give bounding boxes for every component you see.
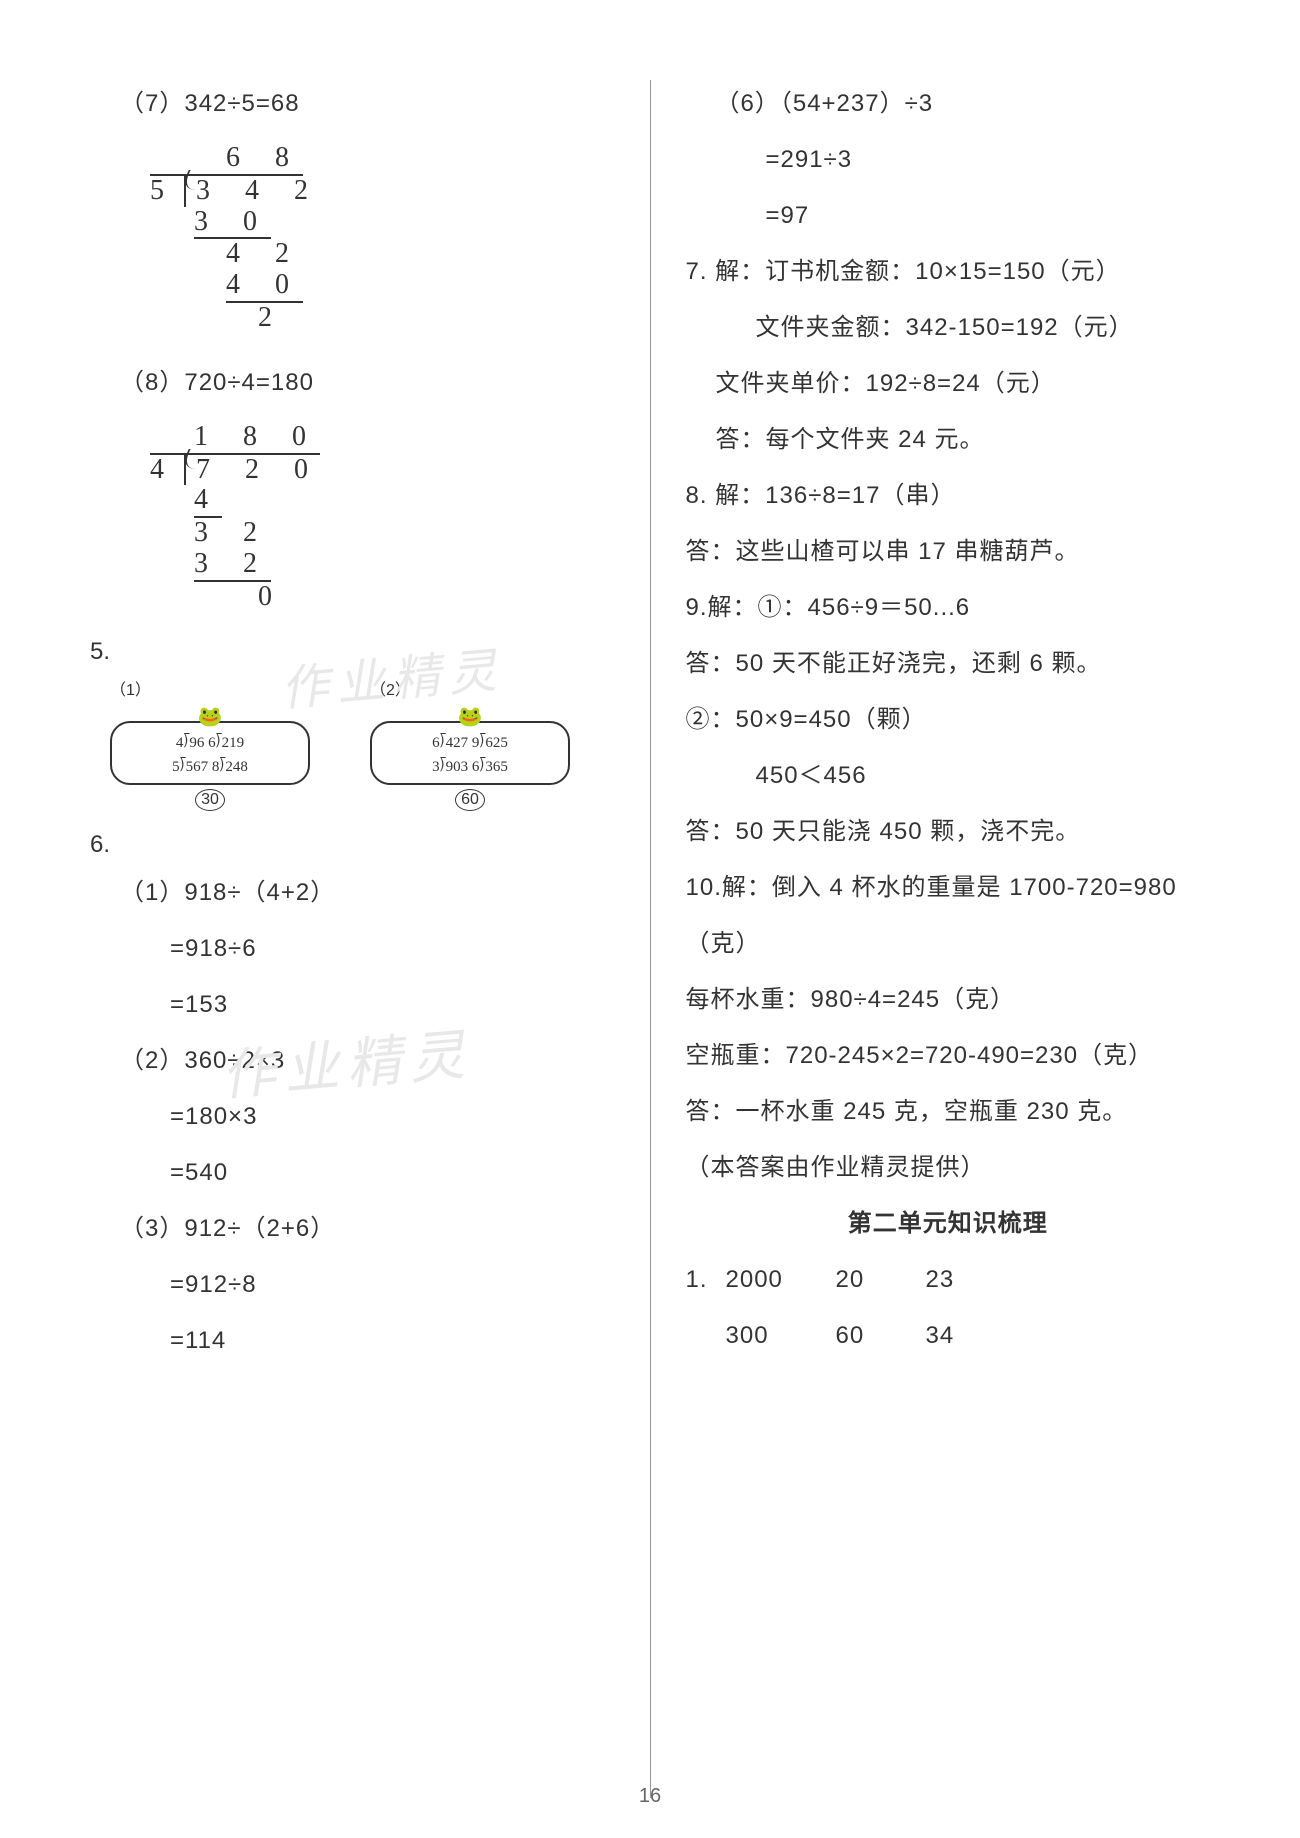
q6-3-line: （3）912÷（2+6） <box>90 1205 615 1253</box>
long-division-8: 1 8 0 4 7 2 0 4 3 2 3 2 0 <box>150 422 615 613</box>
table-label: 1. <box>686 1256 726 1304</box>
frog-row: 6⟌427 9⟌625 <box>382 731 558 755</box>
dividend: 7 2 0 <box>184 455 322 486</box>
table-cell: 20 <box>836 1256 926 1304</box>
q6-2-line: =180×3 <box>90 1093 615 1141</box>
work-row: 3 0 <box>194 207 271 240</box>
frog-label: （1） <box>110 676 310 700</box>
column-divider <box>650 80 651 1798</box>
quotient: 1 8 0 <box>150 422 320 455</box>
p9-line: 450＜456 <box>686 752 1211 800</box>
q6-3-line: =114 <box>90 1317 615 1365</box>
work-row: 2 <box>258 302 286 333</box>
frog-2: （2） 🐸 6⟌427 9⟌625 3⟌903 6⟌365 60 <box>370 676 570 811</box>
work-row: 0 <box>258 581 286 612</box>
left-column: （7）342÷5=68 6 8 5 3 4 2 3 0 4 2 4 0 2 （8… <box>70 80 645 1798</box>
p10-answer: 答：一杯水重 245 克，空瓶重 230 克。 <box>686 1088 1211 1136</box>
frog-body: 4⟌96 6⟌219 5⟌567 8⟌248 <box>110 721 310 785</box>
p8-line: 8. 解：136÷8=17（串） <box>686 472 1211 520</box>
frog-circle: 30 <box>110 789 310 811</box>
section-5: 5. <box>90 638 615 666</box>
frog-row: 5⟌567 8⟌248 <box>122 755 298 779</box>
q6-2-line: （2）360÷2×3 <box>90 1037 615 1085</box>
frog-problems: （1） 🐸 4⟌96 6⟌219 5⟌567 8⟌248 30 （2） 🐸 6⟌… <box>110 676 615 811</box>
unit-title: 第二单元知识梳理 <box>686 1200 1211 1248</box>
work-row: 3 2 <box>194 517 271 548</box>
work-row: 4 <box>194 485 222 518</box>
p7-line: 文件夹金额：342-150=192（元） <box>686 304 1211 352</box>
work-row: 4 2 <box>226 238 303 269</box>
problem-7-title: （7）342÷5=68 <box>90 80 615 128</box>
q6-6-line: =291÷3 <box>686 136 1211 184</box>
p7-line: 7. 解：订书机金额：10×15=150（元） <box>686 248 1211 296</box>
frog-body: 6⟌427 9⟌625 3⟌903 6⟌365 <box>370 721 570 785</box>
p7-answer: 答：每个文件夹 24 元。 <box>686 416 1211 464</box>
p9-line: 9.解：①：456÷9＝50...6 <box>686 584 1211 632</box>
p10-line: 每杯水重：980÷4=245（克） <box>686 976 1211 1024</box>
frog-circle: 60 <box>370 789 570 811</box>
page-number: 16 <box>0 1785 1300 1808</box>
q6-1-line: =153 <box>90 981 615 1029</box>
frog-row: 4⟌96 6⟌219 <box>122 731 298 755</box>
q6-6-line: =97 <box>686 192 1211 240</box>
quotient: 6 8 <box>150 143 303 176</box>
p7-line: 文件夹单价：192÷8=24（元） <box>686 360 1211 408</box>
p9-answer: 答：50 天只能浇 450 颗，浇不完。 <box>686 808 1211 856</box>
p9-line: ②：50×9=450（颗） <box>686 696 1211 744</box>
divisor: 4 <box>150 455 184 486</box>
q6-1-line: =918÷6 <box>90 925 615 973</box>
q6-6-line: （6）（54+237）÷3 <box>686 80 1211 128</box>
dividend: 3 4 2 <box>184 176 322 207</box>
right-column: （6）（54+237）÷3 =291÷3 =97 7. 解：订书机金额：10×1… <box>656 80 1231 1798</box>
p8-answer: 答：这些山楂可以串 17 串糖葫芦。 <box>686 528 1211 576</box>
credit-line: （本答案由作业精灵提供） <box>686 1144 1211 1192</box>
q6-2-line: =540 <box>90 1149 615 1197</box>
table-cell: 60 <box>836 1312 926 1360</box>
p9-answer: 答：50 天不能正好浇完，还剩 6 颗。 <box>686 640 1211 688</box>
page-container: （7）342÷5=68 6 8 5 3 4 2 3 0 4 2 4 0 2 （8… <box>0 0 1300 1838</box>
table-cell: 23 <box>926 1256 955 1304</box>
table-cell: 34 <box>926 1312 955 1360</box>
frog-row: 3⟌903 6⟌365 <box>382 755 558 779</box>
section-6: 6. <box>90 831 615 859</box>
frog-1: （1） 🐸 4⟌96 6⟌219 5⟌567 8⟌248 30 <box>110 676 310 811</box>
work-row: 4 0 <box>226 270 303 303</box>
work-row: 3 2 <box>194 549 271 582</box>
table-cell: 300 <box>726 1312 836 1360</box>
q6-3-line: =912÷8 <box>90 1261 615 1309</box>
table-cell: 2000 <box>726 1256 836 1304</box>
divisor: 5 <box>150 176 184 207</box>
long-division-7: 6 8 5 3 4 2 3 0 4 2 4 0 2 <box>150 143 615 334</box>
frog-label: （2） <box>370 676 570 700</box>
p10-line: 10.解：倒入 4 杯水的重量是 1700-720=980 <box>686 864 1211 912</box>
p10-line: 空瓶重：720-245×2=720-490=230（克） <box>686 1032 1211 1080</box>
problem-8-title: （8）720÷4=180 <box>90 359 615 407</box>
q6-1-line: （1）918÷（4+2） <box>90 869 615 917</box>
p10-line: （克） <box>686 920 1211 968</box>
